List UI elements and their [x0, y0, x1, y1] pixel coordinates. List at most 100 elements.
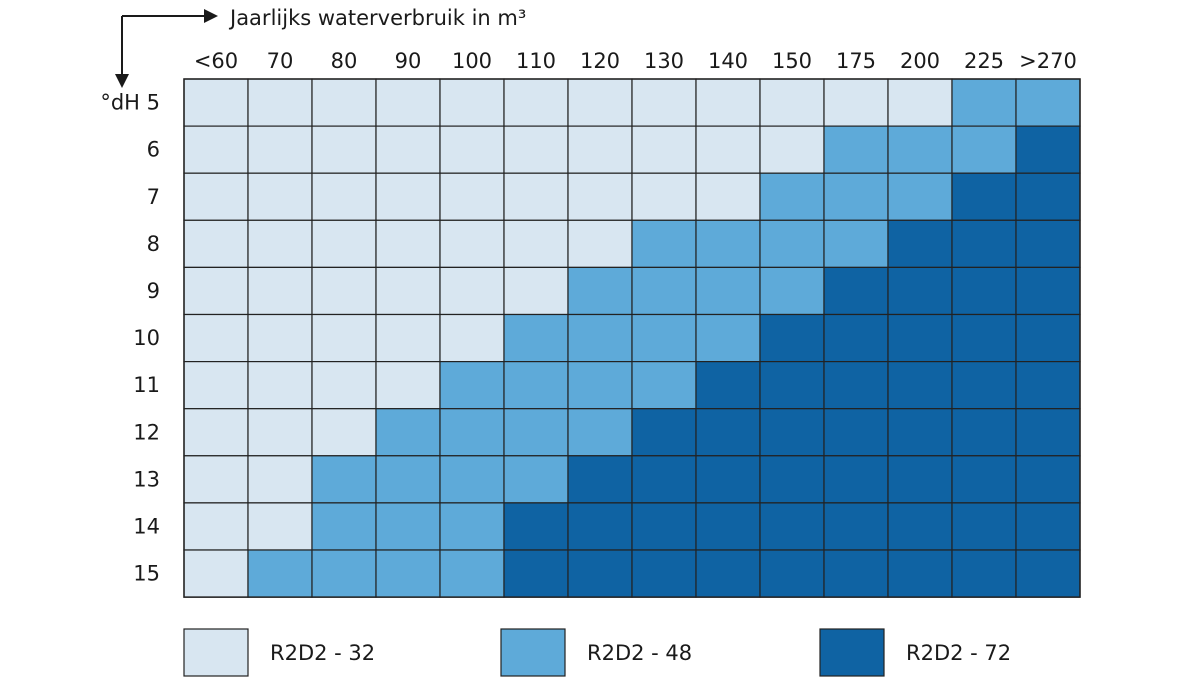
heatmap-cell — [951, 125, 1017, 174]
heatmap-cell — [823, 125, 889, 174]
x-tick-label: 225 — [964, 49, 1004, 73]
heatmap-cell — [375, 78, 441, 127]
heatmap-cell — [375, 361, 441, 410]
y-tick-label: °dH 5 — [100, 91, 160, 115]
axis-arrows — [121, 15, 206, 78]
legend-label: R2D2 - 48 — [587, 641, 692, 665]
heatmap-cell — [823, 313, 889, 363]
grid-border — [183, 78, 1081, 598]
heatmap-cell — [951, 408, 1017, 457]
heatmap-cell — [695, 455, 761, 504]
heatmap-cell — [823, 455, 889, 504]
heatmap-cell — [311, 172, 377, 221]
heatmap-cell — [631, 266, 697, 316]
x-tick-labels: <60 70 80 90 100 110 120 130 140 150 175 200 225 >270 — [194, 49, 1077, 73]
heatmap-cell — [951, 549, 1017, 598]
heatmap-cell — [503, 219, 569, 269]
heatmap-cell — [1015, 361, 1081, 410]
heatmap-cell — [759, 172, 825, 221]
heatmap-cell — [439, 502, 505, 551]
heatmap-cell — [823, 266, 889, 316]
heatmap-cell — [567, 78, 633, 127]
heatmap-cell — [887, 219, 953, 269]
legend-swatch — [183, 628, 249, 677]
heatmap-cell — [567, 219, 633, 269]
heatmap-cell — [311, 78, 377, 127]
heatmap-cell — [311, 502, 377, 551]
heatmap-cell — [567, 266, 633, 316]
heatmap-cell — [247, 172, 313, 221]
heatmap-cell — [503, 266, 569, 316]
heatmap-cell — [375, 219, 441, 269]
heatmap-cell — [887, 549, 953, 598]
heatmap-cell — [375, 549, 441, 598]
heatmap-cell — [631, 502, 697, 551]
y-tick-label: 15 — [133, 562, 160, 586]
heatmap-cell — [183, 313, 249, 363]
heatmap-cell — [375, 502, 441, 551]
heatmap-cell — [439, 313, 505, 363]
heatmap-cell — [823, 549, 889, 598]
heatmap-cell — [247, 408, 313, 457]
heatmap-cell — [695, 549, 761, 598]
heatmap-cell — [375, 125, 441, 174]
heatmap-cell — [503, 502, 569, 551]
heatmap-cell — [759, 408, 825, 457]
heatmap-cell — [439, 266, 505, 316]
heatmap-cell — [183, 361, 249, 410]
heatmap-cell — [503, 361, 569, 410]
y-tick-label: 10 — [133, 326, 160, 350]
x-tick-label: 200 — [900, 49, 940, 73]
heatmap-cell — [951, 502, 1017, 551]
heatmap-cell — [503, 125, 569, 174]
y-tick-label: 13 — [133, 467, 160, 491]
heatmap-cell — [503, 408, 569, 457]
heatmap-cell — [247, 313, 313, 363]
heatmap-cell — [887, 78, 953, 127]
heatmap-cell — [695, 125, 761, 174]
x-tick-label: 140 — [708, 49, 748, 73]
heatmap-cell — [823, 408, 889, 457]
heatmap-cell — [759, 125, 825, 174]
heatmap-cell — [375, 455, 441, 504]
heatmap-cell — [183, 408, 249, 457]
heatmap-cell — [1015, 313, 1081, 363]
heatmap-cell — [1015, 408, 1081, 457]
heatmap-cell — [695, 408, 761, 457]
heatmap-cell — [503, 549, 569, 598]
heatmap-cell — [247, 361, 313, 410]
heatmap-cell — [631, 361, 697, 410]
heatmap-cell — [951, 361, 1017, 410]
heatmap-cell — [759, 266, 825, 316]
heatmap-cell — [1015, 78, 1081, 127]
heatmap-cell — [183, 455, 249, 504]
y-tick-label: 14 — [133, 514, 160, 538]
heatmap-cell — [695, 219, 761, 269]
y-tick-label: 8 — [147, 232, 160, 256]
heatmap-cell — [1015, 219, 1081, 269]
x-arrow-head-icon — [204, 9, 218, 23]
heatmap-cell — [311, 408, 377, 457]
heatmap-cell — [823, 78, 889, 127]
y-tick-label: 11 — [133, 373, 160, 397]
heatmap-cell — [311, 455, 377, 504]
y-tick-label: 7 — [147, 185, 160, 209]
heatmap-cell — [375, 266, 441, 316]
legend-label: R2D2 - 72 — [906, 641, 1011, 665]
x-tick-label: 130 — [644, 49, 684, 73]
x-tick-label: 70 — [267, 49, 294, 73]
heatmap-cell — [759, 455, 825, 504]
heatmap-cell — [439, 78, 505, 127]
heatmap-cell — [631, 172, 697, 221]
heatmap-cell — [951, 313, 1017, 363]
x-tick-label: 120 — [580, 49, 620, 73]
heatmap-cell — [503, 172, 569, 221]
heatmap-cell — [567, 502, 633, 551]
heatmap-cell — [567, 549, 633, 598]
heatmap-cell — [759, 502, 825, 551]
heatmap-cell — [439, 172, 505, 221]
y-arrow-head-icon — [115, 74, 129, 88]
heatmap-cell — [951, 266, 1017, 316]
heatmap-cell — [1015, 549, 1081, 598]
